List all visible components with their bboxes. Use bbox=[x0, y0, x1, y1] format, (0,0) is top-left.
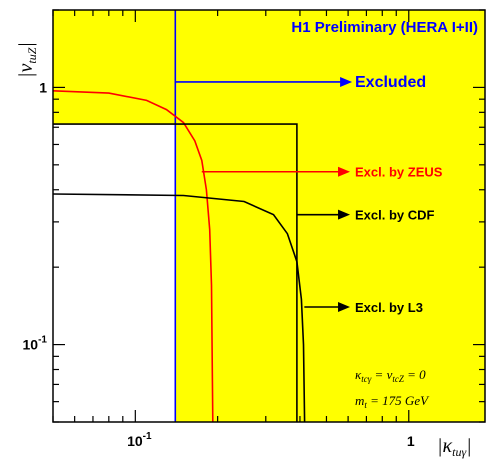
annotation-arrowhead-0 bbox=[340, 76, 353, 87]
annotation-arrowhead-2 bbox=[338, 209, 351, 220]
series-line-l3 bbox=[53, 123, 298, 422]
annotation-arrowhead-1 bbox=[338, 166, 351, 177]
allowed-region bbox=[53, 124, 176, 422]
note-couplings: κtcγ = vtcZ = 0 bbox=[355, 367, 426, 384]
x-tick-label: 1 bbox=[407, 433, 415, 449]
y-axis-title: |vtuZ| bbox=[15, 42, 39, 78]
allowed-region-group bbox=[53, 124, 176, 422]
axis-ticks: 10-1 1 1 10-1 bbox=[23, 9, 485, 449]
note-top-mass: mt = 175 GeV bbox=[355, 393, 430, 410]
annotation-arrows bbox=[175, 76, 353, 313]
x-axis-title: |κtuγ| bbox=[437, 435, 472, 459]
annotation-label-0: Excluded bbox=[355, 74, 426, 91]
annotation-label-1: Excl. by ZEUS bbox=[355, 165, 443, 180]
y-tick-label: 10-1 bbox=[23, 335, 48, 353]
plot-frame bbox=[52, 9, 486, 423]
y-tick-label: 1 bbox=[39, 79, 47, 95]
series-line-zeus bbox=[52, 90, 214, 423]
chart-title: H1 Preliminary (HERA I+II) bbox=[291, 19, 478, 36]
annotation-label-3: Excl. by L3 bbox=[355, 300, 423, 315]
curves-group bbox=[52, 10, 306, 423]
series-line-cdf bbox=[52, 193, 306, 423]
annotation-label-2: Excl. by CDF bbox=[355, 208, 435, 223]
svg-text:|κtuγ|: |κtuγ| bbox=[437, 435, 472, 459]
annotation-arrowhead-3 bbox=[338, 302, 351, 313]
svg-text:|vtuZ|: |vtuZ| bbox=[15, 42, 39, 78]
x-tick-label: 10-1 bbox=[127, 431, 152, 449]
